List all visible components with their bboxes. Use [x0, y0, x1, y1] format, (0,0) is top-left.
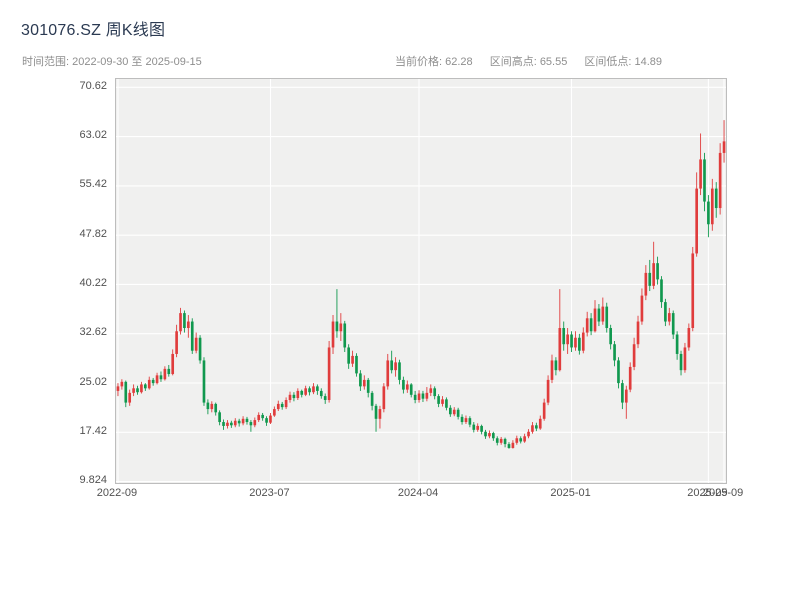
y-tick-label: 70.62 [79, 79, 107, 92]
y-tick-label: 55.42 [79, 178, 107, 191]
range-low-stat: 区间低点: 14.89 [584, 56, 663, 68]
y-tick-label: 9.824 [79, 474, 107, 487]
x-tick-label: 2025-01 [550, 487, 591, 499]
y-tick-label: 63.02 [79, 129, 107, 142]
x-tick-label: 2022-09 [96, 487, 138, 499]
candlestick-svg [116, 79, 726, 483]
page-title: 301076.SZ 周K线图 [21, 22, 166, 39]
x-tick-label: 2023-07 [249, 487, 290, 499]
price-stats: 当前价格: 62.28 区间高点: 65.55 区间低点: 14.89 [395, 53, 676, 69]
x-tick-label: 2025-09 [702, 487, 744, 499]
x-tick-label: 2025-09 [687, 487, 728, 499]
y-tick-label: 17.42 [79, 424, 107, 437]
y-tick-label: 47.82 [79, 227, 107, 240]
current-price-stat: 当前价格: 62.28 [395, 56, 473, 68]
date-range-subtitle: 时间范围: 2022-09-30 至 2025-09-15 [22, 56, 202, 68]
y-tick-label: 32.62 [79, 326, 107, 339]
x-tick-label: 2024-04 [397, 487, 439, 499]
y-tick-label: 40.22 [79, 276, 107, 289]
range-high-stat: 区间高点: 65.55 [489, 56, 568, 68]
y-tick-label: 25.02 [79, 375, 107, 388]
plot-area [115, 78, 727, 484]
